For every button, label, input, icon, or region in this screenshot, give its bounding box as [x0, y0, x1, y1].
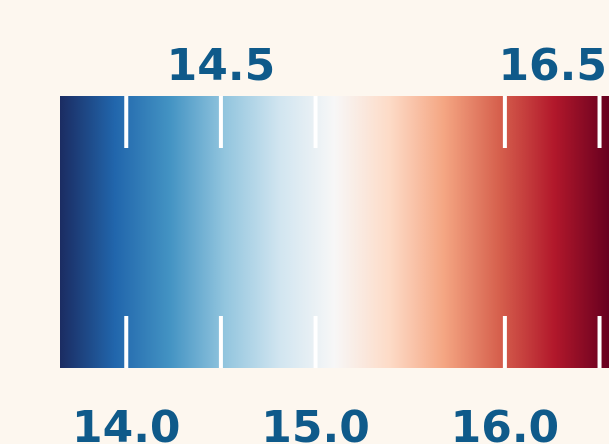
tick-mark-bottom	[218, 316, 223, 368]
tick-mark-top	[124, 96, 129, 148]
bottom-tick-label: 16.0	[451, 402, 560, 444]
tick-mark-bottom	[597, 316, 602, 368]
top-tick-label: 14.5	[167, 40, 276, 91]
top-tick-label: 16.5	[498, 40, 607, 91]
tick-mark-top	[597, 96, 602, 148]
tick-mark-top	[313, 96, 318, 148]
tick-mark-top	[218, 96, 223, 148]
colorbar-gradient	[60, 96, 609, 368]
tick-mark-bottom	[313, 316, 318, 368]
bottom-tick-label: 15.0	[261, 402, 370, 444]
tick-mark-bottom	[124, 316, 129, 368]
tick-mark-top	[502, 96, 507, 148]
bottom-tick-label: 14.0	[72, 402, 181, 444]
tick-mark-bottom	[502, 316, 507, 368]
